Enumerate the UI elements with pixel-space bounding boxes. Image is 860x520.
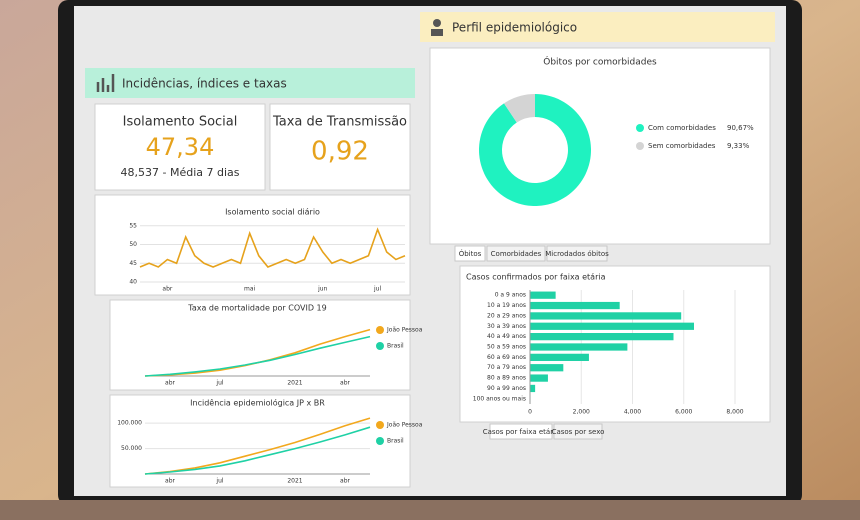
legend-label: Sem comorbidades <box>648 142 716 150</box>
y-tick-label: 30 a 39 anos <box>487 323 526 330</box>
y-tick-label: 0 a 9 anos <box>495 292 526 299</box>
tab-label[interactable]: Casos por faixa etária <box>483 428 560 436</box>
line-series <box>144 335 371 377</box>
x-tick-label: 8,000 <box>726 409 743 416</box>
desk <box>0 500 860 520</box>
tab[interactable] <box>454 245 486 262</box>
y-tick-label: 50 a 59 anos <box>487 344 526 351</box>
bar <box>530 291 556 299</box>
chart-title: Isolamento social diário <box>225 208 320 217</box>
y-tick-label: 45 <box>129 260 137 267</box>
tab-label[interactable]: Microdados óbitos <box>545 250 609 258</box>
bar <box>530 343 628 351</box>
header-icon <box>431 29 443 36</box>
x-tick-label: 2021 <box>287 478 302 485</box>
tab[interactable] <box>553 423 603 440</box>
right-header-title: Perfil epidemiológico <box>452 21 577 35</box>
left-header-title: Incidências, índices e taxas <box>122 77 287 91</box>
chart-title: Casos confirmados por faixa etária <box>466 273 606 282</box>
y-tick-label: 60 a 69 anos <box>487 354 526 361</box>
legend-swatch <box>376 437 384 445</box>
x-tick-label: 2021 <box>287 380 302 387</box>
tab[interactable] <box>546 245 608 262</box>
x-tick-label: abr <box>162 286 172 293</box>
legend-value: 90,67% <box>727 124 754 132</box>
tab-label[interactable]: Comorbidades <box>491 250 542 258</box>
x-tick-label: 6,000 <box>675 409 692 416</box>
line-series <box>139 227 406 268</box>
x-tick-label: jul <box>373 286 381 293</box>
x-tick-label: mai <box>244 286 256 293</box>
x-tick-label: abr <box>165 478 175 485</box>
x-tick-label: abr <box>340 478 350 485</box>
y-tick-label: 100 anos ou mais <box>473 395 526 402</box>
bar <box>530 301 620 310</box>
x-tick-label: jun <box>317 286 327 293</box>
bar <box>530 312 682 320</box>
x-tick-label: abr <box>340 380 350 387</box>
legend-swatch <box>636 124 644 132</box>
x-tick-label: 2,000 <box>573 409 590 416</box>
y-tick-label: 55 <box>129 222 137 229</box>
y-tick-label: 40 <box>129 279 137 286</box>
legend-swatch <box>376 342 384 350</box>
isolamento-card <box>94 103 266 191</box>
legend-label: Com comorbidades <box>648 124 716 132</box>
y-tick-label: 10 a 19 anos <box>487 302 526 309</box>
y-tick-label: 20 a 29 anos <box>487 312 526 319</box>
kpi-title: Isolamento Social <box>123 115 238 130</box>
line-series <box>144 417 371 475</box>
y-tick-label: 80 a 89 anos <box>487 375 526 382</box>
bar <box>530 384 536 393</box>
bar <box>530 333 674 341</box>
y-tick-label: 100.000 <box>117 420 142 427</box>
legend-swatch <box>376 326 384 334</box>
legend-label: João Pessoa <box>386 422 423 429</box>
tab[interactable] <box>489 423 553 440</box>
right-header <box>420 12 775 42</box>
x-tick-label: 0 <box>528 409 532 416</box>
y-tick-label: 90 a 99 anos <box>487 385 526 392</box>
x-tick-label: jul <box>215 478 223 485</box>
kpi-subtitle: 48,537 - Média 7 dias <box>121 166 240 179</box>
chart-title: Incidência epidemiológica JP x BR <box>190 398 325 408</box>
taxa-card <box>269 103 411 191</box>
legend-value: 9,33% <box>727 142 750 150</box>
legend-swatch <box>376 421 384 429</box>
legend-swatch <box>636 142 644 150</box>
kpi-value: 0,92 <box>311 137 369 167</box>
bar <box>530 374 548 382</box>
y-tick-label: 50.000 <box>121 445 142 452</box>
header-icon <box>96 74 115 92</box>
incidencia-chart-card <box>109 394 411 488</box>
legend-label: Brasil <box>387 343 404 350</box>
left-header <box>85 68 415 98</box>
y-tick-label: 40 a 49 anos <box>487 333 526 340</box>
chart-title: Óbitos por comorbidades <box>543 56 657 68</box>
donut-slice <box>504 94 535 123</box>
chart-title: Taxa de mortalidade por COVID 19 <box>187 304 326 313</box>
kpi-title: Taxa de Transmissão <box>272 115 407 130</box>
x-tick-label: jul <box>215 380 223 387</box>
bar <box>530 364 564 372</box>
tab-label[interactable]: Óbitos <box>459 249 482 258</box>
bar <box>530 353 589 361</box>
legend-label: João Pessoa <box>386 327 423 334</box>
y-tick-label: 50 <box>129 241 137 248</box>
bar <box>530 322 694 330</box>
kpi-value: 47,34 <box>146 133 215 161</box>
donut-slice <box>479 94 592 206</box>
header-icon <box>433 19 441 27</box>
tab[interactable] <box>486 245 546 262</box>
legend-label: Brasil <box>387 438 404 445</box>
line-series <box>144 426 371 475</box>
x-tick-label: abr <box>165 380 175 387</box>
y-tick-label: 70 a 79 anos <box>487 364 526 371</box>
x-tick-label: 4,000 <box>624 409 641 416</box>
tab-label[interactable]: Casos por sexo <box>552 428 605 436</box>
